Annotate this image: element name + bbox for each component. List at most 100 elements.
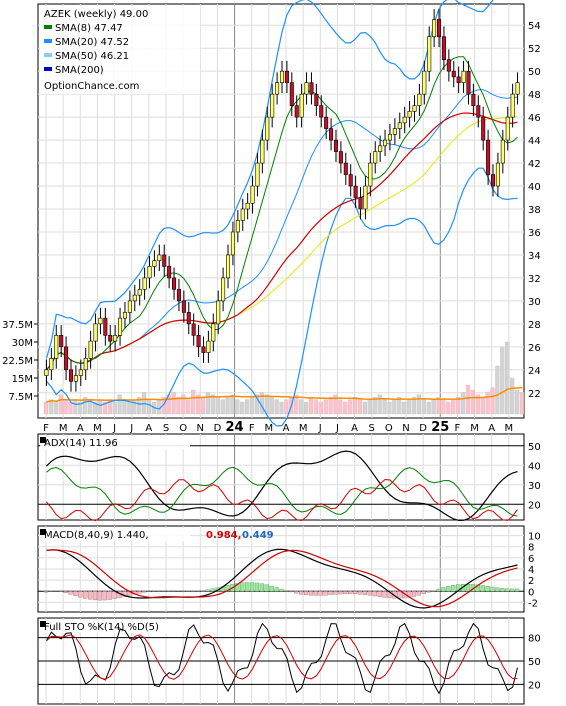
volume-bar (308, 397, 314, 415)
candle-body (191, 323, 196, 336)
candle-body (338, 151, 343, 164)
macd-histogram-bar (137, 591, 142, 594)
volume-bar (171, 392, 176, 415)
volume-bar (490, 387, 495, 415)
volume-bar (348, 399, 353, 415)
candle-body (368, 162, 373, 187)
volume-bar (392, 399, 397, 415)
macd-histogram-bar (495, 587, 500, 592)
x-tick-label: M (299, 423, 308, 434)
volume-bar (225, 397, 230, 415)
volume-bar (240, 401, 245, 415)
candle-body (397, 122, 402, 129)
macd-histogram-bar (274, 587, 279, 592)
candle-body (314, 93, 319, 106)
candle-body (68, 369, 74, 382)
candle-body (373, 151, 378, 164)
x-tick-label: 25 (431, 420, 449, 435)
panel-tick-label: 20 (528, 500, 541, 511)
legend-entry: SMA(50) 46.21 (55, 51, 129, 62)
adx-swatch (40, 437, 46, 443)
volume-tick-label: 30M (12, 338, 33, 349)
candle-body (127, 300, 132, 313)
candle-body (343, 162, 348, 175)
macd-histogram-bar (441, 587, 446, 592)
volume-bar (406, 399, 412, 415)
candle-body (402, 116, 407, 124)
volume-bar (510, 377, 515, 415)
candle-body (270, 93, 275, 118)
candle-body (44, 369, 49, 376)
candle-body (500, 139, 505, 164)
candle-body (181, 300, 186, 313)
volume-bar (328, 397, 333, 415)
macd-histogram-bar (83, 591, 88, 599)
candle-body (206, 340, 211, 353)
volume-bar (68, 401, 73, 415)
volume-bar (387, 401, 392, 415)
candle-body (481, 116, 486, 141)
price-tick-label: 54 (528, 21, 541, 32)
macd-histogram-bar (88, 591, 93, 600)
volume-bar (53, 401, 58, 415)
volume-bar (446, 401, 451, 415)
candle-body (250, 185, 255, 204)
macd-histogram-bar (323, 591, 328, 596)
macd-histogram-bar (372, 591, 377, 597)
volume-bar (230, 394, 235, 415)
candle-body (255, 162, 260, 187)
bollinger-upper-line (45, 0, 494, 359)
x-tick-label: D (214, 423, 222, 434)
price-tick-label: 50 (528, 67, 541, 78)
panel-tick-label: 2 (528, 576, 534, 587)
macd-histogram-bar (348, 591, 353, 594)
macd-histogram-bar (510, 588, 515, 592)
volume-bar (313, 399, 318, 415)
candle-body (353, 185, 358, 198)
panel-tick-label: 20 (528, 680, 541, 691)
volume-bar (357, 399, 363, 415)
macd-label: MACD(8,40,9) 1.440, (44, 530, 149, 541)
candle-body (515, 82, 520, 95)
macd-histogram-bar (338, 591, 343, 595)
macd-histogram-bar (353, 591, 358, 595)
macd-histogram-bar (279, 588, 284, 592)
candle-body (260, 139, 265, 164)
candle-body (378, 145, 383, 152)
macd-histogram-bar (328, 591, 333, 595)
volume-bar (465, 385, 471, 415)
panel-tick-label: 4 (528, 565, 534, 576)
volume-bar (294, 394, 299, 415)
x-tick-label: J (112, 423, 116, 434)
volume-bar (48, 399, 53, 415)
macd-histogram-bar (68, 591, 73, 595)
macd-histogram-bar (63, 591, 68, 594)
ticker-label: AZEK (weekly) 49.00 (44, 9, 148, 20)
candle-body (162, 254, 167, 267)
x-tick-label: A (77, 423, 84, 434)
sto-d-line (46, 634, 518, 680)
price-tick-label: 26 (528, 343, 541, 354)
price-tick-label: 30 (528, 297, 541, 308)
macd-histogram-bar (102, 591, 107, 601)
candle-body (211, 323, 216, 342)
candle-body (451, 70, 456, 78)
macd-histogram-bar (514, 588, 520, 592)
panel-tick-label: 6 (528, 554, 534, 565)
volume-bar (186, 399, 191, 415)
x-tick-label: F (455, 423, 461, 434)
candle-body (137, 289, 142, 296)
volume-bar (480, 397, 485, 415)
candle-body (142, 277, 147, 290)
price-tick-label: 40 (528, 182, 541, 193)
sto-k-line (46, 622, 518, 695)
volume-bar (338, 399, 343, 415)
candle-body (427, 36, 432, 72)
volume-bar (514, 389, 520, 415)
candle-body (132, 294, 137, 302)
macd-histogram-bar (205, 589, 210, 592)
x-tick-label: M (59, 423, 68, 434)
macd-histogram-bar (480, 585, 485, 592)
x-tick-label: M (265, 423, 274, 434)
volume-bar (132, 399, 137, 415)
